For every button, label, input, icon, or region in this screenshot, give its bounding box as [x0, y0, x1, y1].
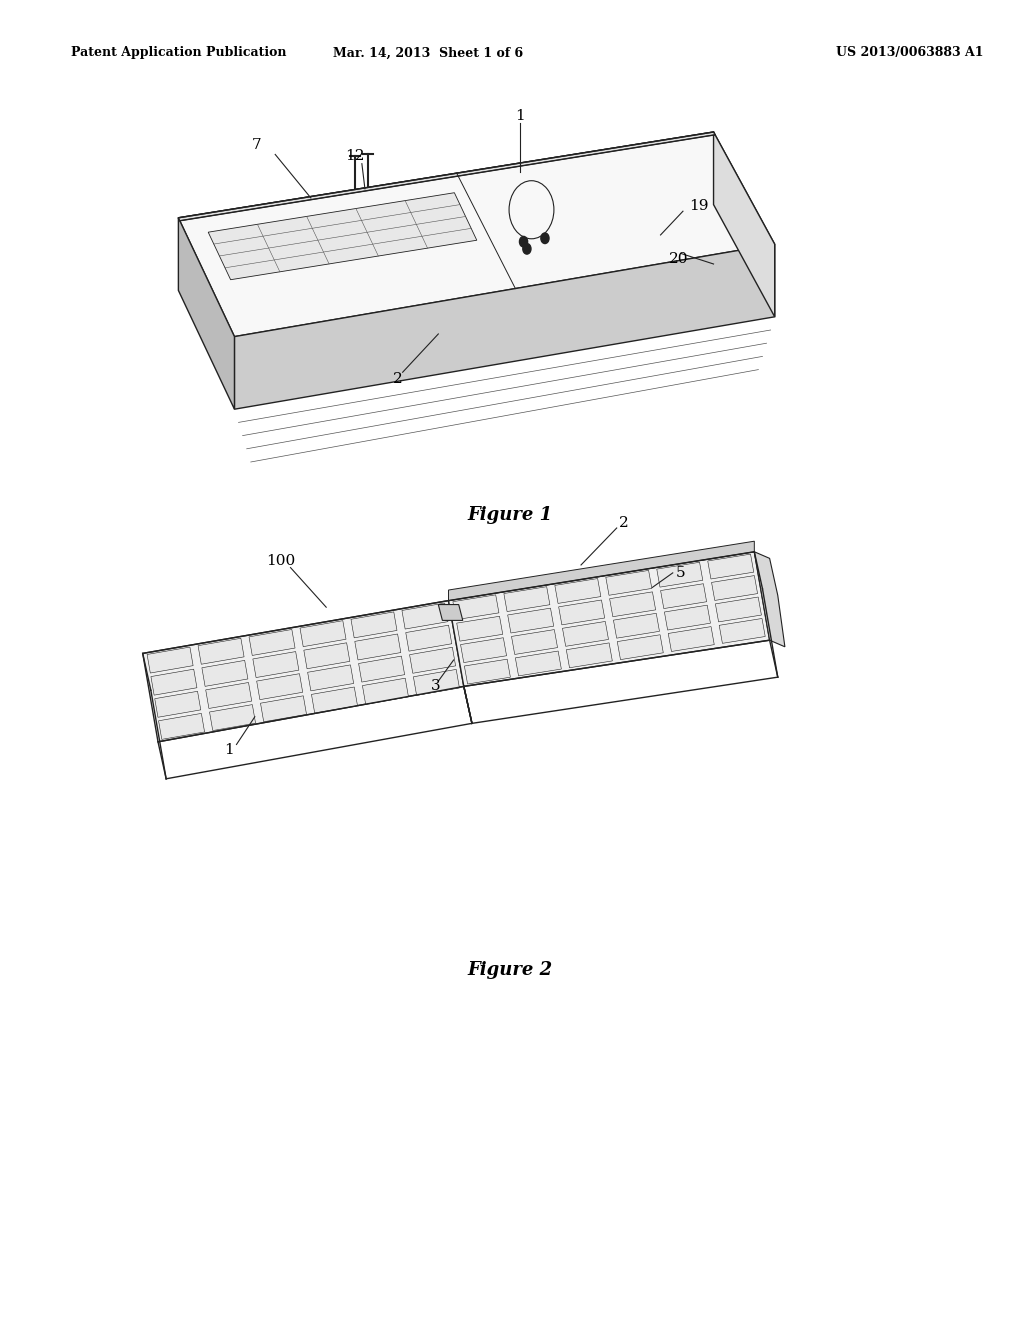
- Polygon shape: [555, 578, 601, 603]
- Polygon shape: [613, 614, 659, 638]
- Polygon shape: [562, 622, 608, 647]
- Polygon shape: [414, 669, 460, 696]
- Text: 2: 2: [618, 516, 629, 529]
- Polygon shape: [719, 619, 765, 643]
- Polygon shape: [202, 660, 248, 686]
- Polygon shape: [457, 616, 503, 642]
- Polygon shape: [257, 673, 303, 700]
- Polygon shape: [300, 620, 346, 647]
- Polygon shape: [712, 576, 758, 601]
- Polygon shape: [159, 713, 205, 739]
- Polygon shape: [206, 682, 252, 709]
- Text: 2: 2: [392, 372, 402, 385]
- Polygon shape: [362, 678, 409, 704]
- Polygon shape: [402, 603, 447, 630]
- Text: 5: 5: [676, 566, 686, 579]
- Polygon shape: [304, 643, 350, 669]
- Polygon shape: [504, 586, 550, 611]
- Polygon shape: [609, 591, 655, 616]
- Polygon shape: [178, 132, 775, 337]
- Text: 100: 100: [265, 554, 295, 568]
- Polygon shape: [566, 643, 612, 668]
- Polygon shape: [606, 570, 652, 595]
- Text: 7: 7: [252, 139, 262, 152]
- Text: 20: 20: [669, 252, 688, 265]
- Polygon shape: [147, 647, 194, 673]
- Polygon shape: [234, 244, 775, 409]
- Polygon shape: [669, 627, 715, 652]
- Circle shape: [523, 243, 531, 253]
- Circle shape: [541, 232, 549, 243]
- Polygon shape: [512, 630, 557, 655]
- Polygon shape: [656, 562, 702, 587]
- Polygon shape: [515, 651, 561, 676]
- Polygon shape: [716, 597, 762, 622]
- Polygon shape: [307, 665, 353, 690]
- Text: 19: 19: [689, 199, 709, 213]
- Text: US 2013/0063883 A1: US 2013/0063883 A1: [836, 46, 983, 59]
- Polygon shape: [464, 659, 510, 684]
- Polygon shape: [208, 193, 477, 280]
- Polygon shape: [151, 669, 197, 696]
- Polygon shape: [665, 605, 711, 630]
- Polygon shape: [351, 612, 397, 638]
- Polygon shape: [311, 686, 357, 713]
- Polygon shape: [755, 552, 785, 647]
- Text: 1: 1: [515, 110, 524, 123]
- Text: Figure 2: Figure 2: [467, 961, 552, 979]
- Circle shape: [519, 236, 527, 247]
- Polygon shape: [708, 554, 754, 579]
- Polygon shape: [210, 705, 256, 730]
- Polygon shape: [714, 132, 775, 317]
- Text: 3: 3: [430, 680, 440, 693]
- Polygon shape: [410, 647, 456, 673]
- Polygon shape: [559, 601, 605, 624]
- Polygon shape: [253, 652, 299, 677]
- Polygon shape: [358, 656, 404, 682]
- Polygon shape: [155, 692, 201, 717]
- Polygon shape: [461, 638, 507, 663]
- Polygon shape: [449, 541, 755, 601]
- Polygon shape: [406, 626, 452, 651]
- Polygon shape: [249, 630, 295, 656]
- Polygon shape: [453, 595, 499, 619]
- Text: Figure 1: Figure 1: [467, 506, 552, 524]
- Polygon shape: [438, 605, 463, 620]
- Polygon shape: [660, 583, 707, 609]
- Polygon shape: [508, 609, 554, 634]
- Polygon shape: [198, 639, 244, 664]
- Text: 12: 12: [345, 149, 365, 162]
- Text: Mar. 14, 2013  Sheet 1 of 6: Mar. 14, 2013 Sheet 1 of 6: [333, 46, 523, 59]
- Text: Patent Application Publication: Patent Application Publication: [72, 46, 287, 59]
- Polygon shape: [142, 601, 464, 742]
- Polygon shape: [354, 634, 400, 660]
- Polygon shape: [617, 635, 664, 660]
- Polygon shape: [260, 696, 306, 722]
- Text: 1: 1: [224, 743, 234, 756]
- Polygon shape: [178, 218, 234, 409]
- Polygon shape: [178, 132, 715, 220]
- Polygon shape: [449, 552, 770, 686]
